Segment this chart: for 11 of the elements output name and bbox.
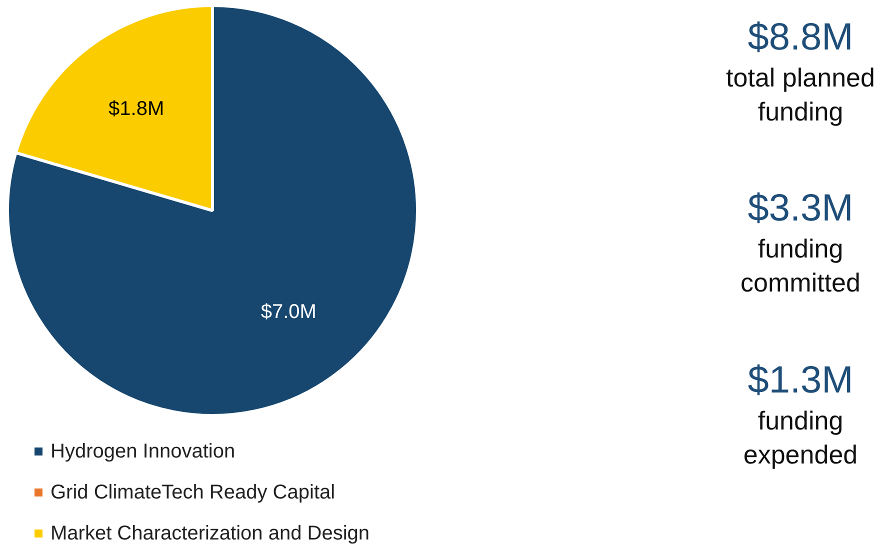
legend-label: Grid ClimateTech Ready Capital <box>50 482 336 504</box>
text: $1.3M <box>748 360 854 402</box>
text: $8.8M <box>748 16 854 58</box>
text: funding expended <box>743 406 858 470</box>
text: $3.3M <box>748 188 854 230</box>
data-label: $1.8M <box>108 98 164 120</box>
data-label: $7.0M <box>260 301 316 324</box>
text: funding committed <box>740 234 860 298</box>
legend-label: Market Characterization and Design <box>50 522 370 544</box>
text: total planned funding <box>726 62 875 126</box>
legend-label: Hydrogen Innovation <box>50 440 236 462</box>
